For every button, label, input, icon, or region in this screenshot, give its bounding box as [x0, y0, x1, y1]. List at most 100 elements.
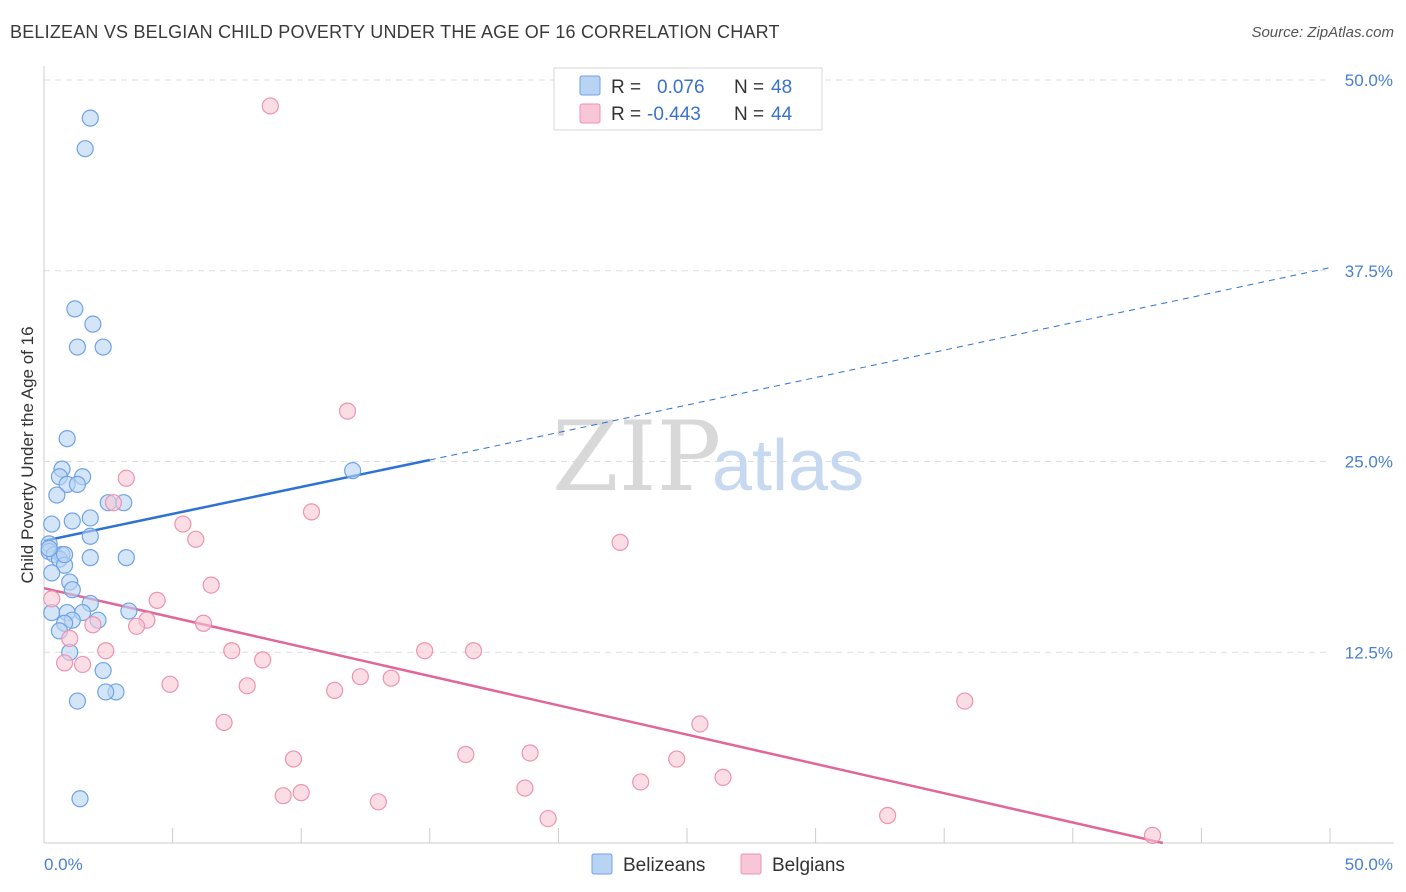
point-belgians-36 [516, 779, 534, 797]
point-belgians-38 [274, 787, 292, 805]
point-belgians-34 [714, 768, 732, 786]
point-belizeans-4 [68, 338, 87, 356]
point-belgians-23 [382, 669, 400, 687]
correlation-legend: R = 0.076 N = 48 R = -0.443 N = 44 [553, 67, 823, 131]
point-belgians-12 [194, 614, 213, 632]
trend-line-belgians [43, 586, 1164, 845]
point-belgians-28 [215, 713, 233, 732]
point-belgians-29 [691, 715, 709, 733]
trend-lines [43, 267, 1331, 845]
x-tick-labels: 0.0% 50.0% [44, 855, 1393, 874]
point-belgians-3 [104, 494, 123, 512]
legend-swatch-belgians [579, 103, 601, 124]
point-belgians-8 [202, 576, 220, 594]
point-belgians-17 [416, 642, 434, 660]
point-belizeans-45 [71, 790, 89, 808]
legend-swatch-belizeans [579, 75, 601, 96]
point-belizeans-6 [58, 430, 76, 448]
point-belgians-33 [668, 750, 686, 768]
watermark-zip: ZIP [552, 401, 721, 513]
trend-line-belizeans-extension [429, 267, 1331, 461]
grid-lines [44, 79, 1330, 653]
point-belizeans-17 [43, 515, 61, 533]
point-belgians-2 [117, 469, 135, 487]
point-belgians-32 [284, 750, 303, 768]
legend-n-label-2: N = [734, 104, 764, 125]
point-belgians-43 [43, 590, 61, 608]
point-belizeans-34 [120, 602, 138, 620]
y-tick-label-1: 25.0% [1345, 453, 1393, 472]
point-belgians-40 [539, 809, 557, 828]
point-belizeans-40 [94, 661, 112, 680]
point-belizeans-16 [63, 512, 81, 530]
point-belgians-11 [127, 617, 146, 635]
legend-n-label-1: N = [734, 77, 764, 98]
series-label-belgians: Belgians [772, 855, 845, 876]
point-belgians-16 [223, 642, 241, 660]
point-belgians-41 [879, 806, 897, 825]
point-belgians-42 [1143, 826, 1162, 844]
legend-n-value-2: 44 [771, 104, 793, 125]
y-axis-label: Child Poverty Under the Age of 16 [18, 326, 37, 583]
legend-r-label-2: R = [611, 104, 641, 125]
point-belizeans-42 [97, 683, 115, 701]
point-belizeans-5 [94, 338, 112, 356]
x-tick-label-0: 0.0% [44, 855, 83, 874]
point-belizeans-43 [68, 692, 87, 710]
point-belizeans-46 [40, 539, 58, 558]
point-belgians-6 [187, 530, 205, 548]
point-belgians-20 [55, 654, 74, 672]
legend-r-label-1: R = [611, 77, 641, 98]
series-legend: Belizeans Belgians [591, 853, 845, 876]
point-belgians-7 [611, 533, 629, 551]
point-belgians-35 [632, 773, 650, 791]
point-belizeans-25 [117, 549, 135, 567]
point-belgians-5 [174, 515, 192, 533]
legend-r-value-1: 0.076 [657, 77, 705, 98]
point-belgians-9 [148, 591, 166, 609]
point-belizeans-15 [81, 509, 99, 527]
point-belizeans-47 [55, 545, 74, 564]
point-belgians-30 [521, 744, 539, 762]
point-belgians-26 [326, 681, 344, 700]
point-belizeans-2 [66, 300, 84, 318]
point-belgians-22 [351, 668, 369, 686]
series-swatch-belgians [740, 853, 762, 875]
source-label: Source: ZipAtlas.com [1251, 24, 1394, 41]
point-belgians-21 [73, 655, 92, 674]
point-belizeans-24 [81, 549, 99, 567]
point-belizeans-1 [76, 140, 94, 158]
point-belgians-4 [302, 503, 321, 521]
point-belizeans-44 [344, 462, 362, 480]
point-belgians-14 [61, 629, 79, 648]
series-swatch-belizeans [591, 853, 613, 875]
point-belizeans-29 [63, 581, 81, 599]
point-belgians-18 [464, 642, 483, 660]
data-points [40, 97, 1162, 844]
point-belgians-19 [254, 651, 272, 669]
point-belgians-37 [292, 784, 310, 802]
y-tick-label-0: 12.5% [1345, 643, 1393, 662]
watermark: ZIP atlas [552, 401, 864, 513]
legend-n-value-1: 48 [771, 77, 792, 98]
y-tick-label-2: 37.5% [1345, 262, 1393, 281]
point-belizeans-18 [81, 527, 99, 545]
point-belizeans-27 [43, 564, 61, 582]
chart-title: BELIZEAN VS BELGIAN CHILD POVERTY UNDER … [10, 22, 780, 42]
point-belgians-1 [338, 402, 357, 420]
point-belgians-31 [457, 745, 475, 764]
point-belgians-0 [261, 97, 279, 115]
point-belgians-15 [97, 642, 115, 660]
point-belgians-24 [161, 675, 179, 693]
axes [43, 66, 1394, 844]
trend-line-belizeans [43, 458, 431, 543]
watermark-atlas: atlas [712, 426, 864, 506]
x-tick-label-1: 50.0% [1345, 855, 1393, 874]
y-tick-labels: 12.5% 25.0% 37.5% 50.0% [1345, 71, 1393, 662]
point-belgians-13 [84, 616, 102, 634]
legend-r-value-2: -0.443 [647, 104, 701, 125]
series-label-belizeans: Belizeans [623, 855, 705, 876]
y-tick-label-3: 50.0% [1345, 71, 1393, 90]
point-belgians-39 [369, 793, 387, 811]
